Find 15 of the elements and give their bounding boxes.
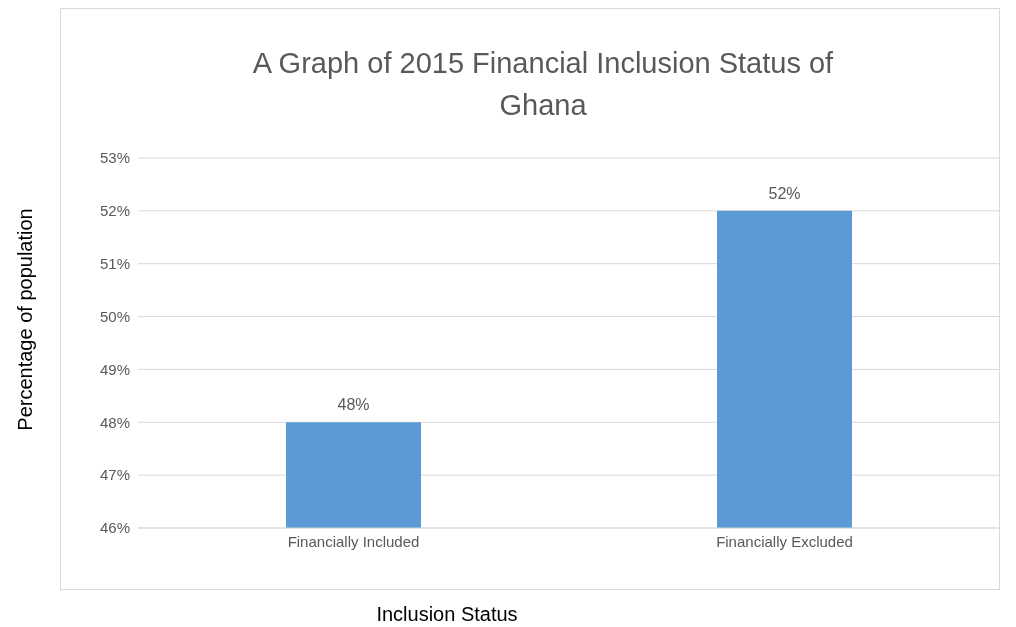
data-label: 52% — [768, 184, 801, 202]
y-tick-label: 52% — [99, 202, 130, 220]
x-axis-title: Inclusion Status — [375, 603, 519, 626]
y-tick-label: 53% — [99, 149, 130, 167]
y-tick-label: 49% — [99, 360, 130, 378]
y-tick-label: 51% — [99, 255, 130, 273]
y-tick-label: 46% — [99, 519, 130, 537]
y-tick-label: 47% — [99, 466, 130, 484]
x-tick-label: Financially Included — [287, 532, 420, 550]
data-label: 48% — [337, 396, 370, 414]
x-tick-label: Financially Excluded — [716, 532, 853, 550]
y-axis-title: Percentage of population — [13, 207, 37, 433]
y-tick-label: 48% — [99, 413, 130, 431]
y-tick-label: 50% — [99, 307, 130, 325]
chart-title: A Graph of 2015 Financial Inclusion Status of Ghana — [251, 46, 835, 123]
